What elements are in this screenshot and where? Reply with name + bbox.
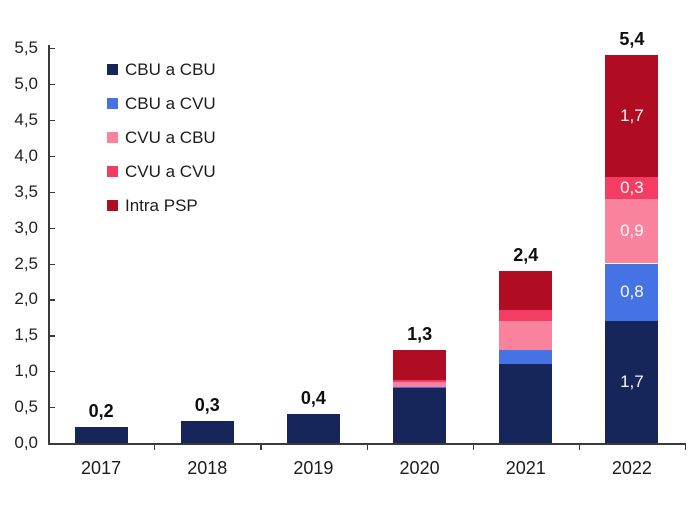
bar-segment (74, 427, 128, 443)
bar-segment (605, 320, 659, 443)
bar-segment (393, 349, 447, 380)
x-axis-tick (154, 444, 156, 450)
y-axis-tick (49, 48, 55, 50)
legend-label-intra-psp: Intra PSP (125, 195, 198, 215)
bar-segment (605, 55, 659, 178)
y-axis-label: 2,0 (14, 289, 38, 309)
legend-label-cbu-a-cbu: CBU a CBU (125, 59, 216, 79)
legend-swatch-intra-psp (107, 200, 118, 211)
legend-swatch-cbu-a-cvu (107, 98, 118, 109)
bar-total-label: 5,4 (619, 29, 645, 50)
x-axis-label: 2018 (187, 458, 228, 478)
y-axis-label: 5,5 (14, 38, 38, 58)
x-axis-line (48, 443, 686, 445)
chart-legend: CBU a CBU CBU a CVU CVU a CBU CVU a CVU … (107, 59, 216, 229)
bar-segment (499, 270, 553, 311)
legend-item-intra-psp: Intra PSP (107, 195, 216, 216)
bar-segment-value-label: 0,9 (620, 221, 644, 241)
bar-segment (393, 379, 447, 382)
legend-item-cbu-a-cvu: CBU a CVU (107, 93, 216, 114)
x-axis-label: 2021 (505, 458, 546, 478)
y-axis-tick (49, 371, 55, 373)
y-axis-label: 1,5 (14, 325, 38, 345)
bar-segment (605, 263, 659, 321)
legend-item-cbu-a-cbu: CBU a CBU (107, 59, 216, 80)
bar-segment (605, 177, 659, 199)
x-axis-tick (578, 444, 581, 450)
y-axis-label: 3,5 (14, 181, 38, 201)
bar-total-label: 0,4 (300, 387, 326, 408)
bar-segment (393, 381, 447, 387)
bar-total-label: 0,3 (194, 395, 220, 416)
bar-segment (180, 421, 234, 443)
y-axis-tick (49, 299, 55, 301)
bar-segment (286, 413, 340, 443)
y-axis-label: 4,0 (14, 145, 38, 165)
y-axis-label: 5,0 (14, 74, 38, 93)
bar-segment (605, 198, 659, 264)
x-axis-tick (685, 444, 687, 450)
y-axis-tick (49, 119, 55, 122)
y-axis-tick (49, 191, 55, 193)
y-axis-tick (49, 155, 55, 158)
x-axis-label: 2017 (81, 458, 122, 478)
legend-item-cvu-a-cbu: CVU a CBU (107, 127, 216, 148)
x-axis-label: 2019 (293, 458, 334, 478)
legend-label-cbu-a-cvu: CBU a CVU (125, 93, 216, 113)
bar-total-label: 2,4 (513, 244, 539, 265)
bar-segment (393, 386, 447, 389)
y-axis-label: 1,0 (14, 361, 38, 381)
y-axis-line (48, 45, 50, 445)
y-axis-tick (49, 407, 55, 409)
legend-swatch-cvu-a-cvu (107, 166, 118, 177)
legend-swatch-cvu-a-cbu (107, 132, 118, 143)
x-axis-tick (472, 444, 474, 450)
y-axis-tick (49, 227, 55, 229)
legend-item-cvu-a-cvu: CVU a CVU (107, 161, 216, 182)
y-axis-label: 2,5 (14, 253, 38, 273)
bar-segment-value-label: 0,3 (620, 178, 644, 198)
y-axis-label: 0,5 (14, 397, 38, 417)
y-axis-tick (49, 263, 55, 265)
x-axis-label: 2020 (399, 458, 440, 478)
bar-segment (499, 364, 553, 443)
bar-total-label: 1,3 (407, 323, 433, 344)
y-axis-label: 4,5 (14, 109, 38, 129)
y-axis-tick (49, 335, 55, 337)
y-axis-label: 3,0 (14, 217, 38, 237)
bar-total-label: 0,2 (88, 401, 114, 422)
bar-segment (499, 320, 553, 350)
legend-swatch-cbu-a-cbu (107, 64, 118, 75)
x-axis-tick (260, 444, 262, 450)
legend-label-cvu-a-cbu: CVU a CBU (125, 127, 216, 147)
x-axis-tick (366, 444, 368, 450)
bar-segment-value-label: 1,7 (620, 106, 644, 126)
bar-segment (499, 349, 553, 365)
bar-segment (499, 310, 553, 321)
bar-segment (393, 388, 447, 443)
legend-label-cvu-a-cvu: CVU a CVU (125, 161, 216, 181)
y-axis-label: 0,0 (14, 433, 38, 452)
bar-segment-value-label: 0,8 (620, 282, 644, 302)
y-axis-tick (49, 84, 55, 86)
x-axis-label: 2022 (611, 458, 652, 478)
bar-segment-value-label: 1,7 (620, 371, 644, 391)
